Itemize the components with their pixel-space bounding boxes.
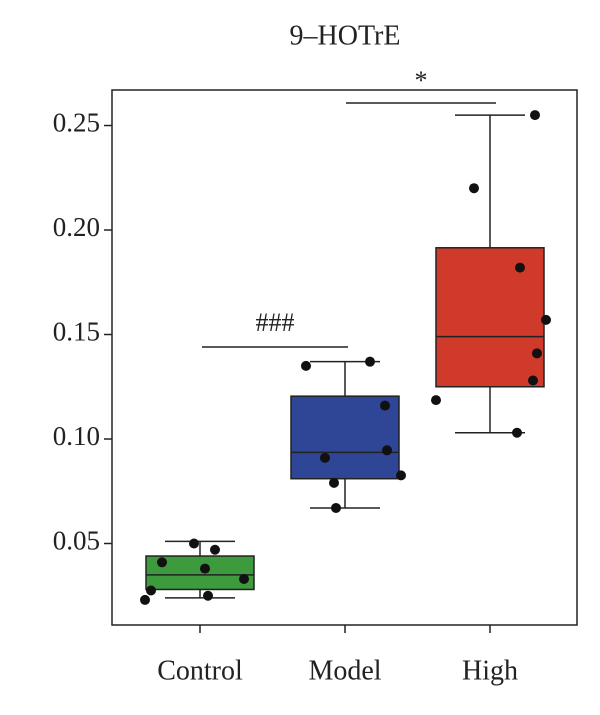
significance-label: ### [256,308,295,337]
y-tick-label: 0.25 [53,108,100,138]
y-tick-label: 0.10 [53,421,100,451]
data-point [146,585,156,596]
x-tick-label: Control [157,655,243,686]
x-tick-label: Model [308,655,381,686]
y-tick-label: 0.15 [53,317,100,347]
data-point [396,470,406,481]
box [435,247,545,388]
data-point [431,395,441,406]
data-point [530,110,540,121]
chart-title: 9–HOTrE [290,20,401,51]
data-point [301,360,311,371]
y-tick-label: 0.05 [53,526,100,556]
data-point [532,348,542,359]
data-point [528,375,538,386]
data-point [200,563,210,574]
data-point [380,400,390,411]
data-point [329,477,339,488]
data-point [512,427,522,438]
data-point [203,590,213,601]
data-point [382,445,392,456]
box [290,395,400,480]
data-point [365,356,375,367]
data-point [515,262,525,273]
data-point [541,314,551,325]
y-tick-label: 0.20 [53,212,100,242]
data-point [210,544,220,555]
x-tick-label: High [462,655,518,686]
data-point [157,557,167,568]
data-point [320,452,330,463]
data-point [239,574,249,585]
data-point [331,502,341,513]
data-point [189,538,199,549]
data-point [140,594,150,605]
data-point [469,183,479,194]
significance-label: * [415,66,428,95]
